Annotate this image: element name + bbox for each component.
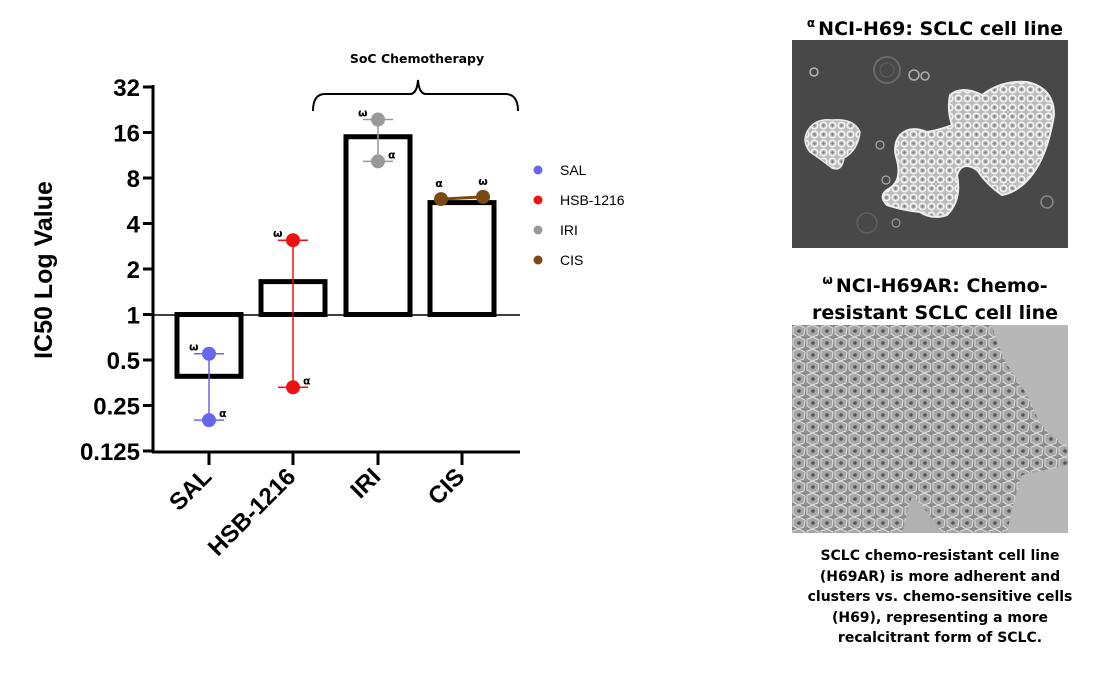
- y-tick-label: 0.25: [93, 394, 140, 421]
- y-tick-label: 1: [127, 303, 140, 330]
- x-tick-label: SAL: [164, 463, 217, 516]
- omega-label: ω: [189, 341, 199, 354]
- y-tick-label: 8: [127, 166, 140, 193]
- legend: SAL HSB-1216 IRI CIS: [533, 162, 625, 268]
- alpha-point: [286, 380, 300, 395]
- x-tick-label: HSB-1216: [203, 463, 301, 561]
- caption-line: (H69), representing a more: [831, 609, 1049, 626]
- legend-label: SAL: [560, 162, 587, 178]
- caption-line: SCLC chemo-resistant cell line: [820, 548, 1060, 564]
- y-tick-label: 0.5: [107, 348, 140, 375]
- bars: [174, 134, 497, 379]
- h69-cell-image: [792, 40, 1068, 248]
- omega-point: [371, 112, 385, 127]
- h69-title: α NCI-H69: SCLC cell line: [790, 10, 1080, 43]
- alpha-label: α: [435, 177, 443, 190]
- soc-bracket: [312, 79, 519, 112]
- legend-marker: [533, 195, 543, 205]
- omega-point: [202, 346, 216, 361]
- y-tick-label: 32: [113, 75, 140, 102]
- x-tick-label: CIS: [423, 463, 470, 510]
- y-tick-label: 4: [127, 212, 141, 239]
- legend-label: HSB-1216: [560, 192, 625, 208]
- alpha-label: α: [303, 374, 311, 387]
- h69-micrograph: [792, 40, 1068, 248]
- alpha-mark: α: [806, 16, 816, 30]
- alpha-point: [371, 154, 385, 169]
- y-tick-label: 16: [113, 121, 140, 148]
- omega-label: ω: [273, 227, 283, 240]
- caption-line: recalcitrant form of SCLC.: [837, 630, 1043, 646]
- legend-marker: [533, 255, 543, 265]
- caption-line: (H69AR) is more adherent and: [819, 568, 1061, 585]
- omega-point: [476, 189, 490, 204]
- alpha-label: α: [388, 148, 396, 161]
- omega-label: ω: [358, 107, 368, 120]
- x-tick-label: IRI: [345, 463, 386, 504]
- h69ar-micrograph: [792, 325, 1068, 533]
- omega-point: [286, 233, 300, 248]
- caption-line: clusters vs. chemo-sensitive cells: [807, 589, 1073, 605]
- h69ar-title: ω NCI-H69AR: Chemo-resistant SCLC cell li…: [790, 267, 1080, 327]
- h69-title-text: NCI-H69: SCLC cell line: [818, 18, 1064, 40]
- h69ar-title-line2: resistant SCLC cell line: [811, 302, 1059, 324]
- y-axis-label: IC50 Log Value: [30, 181, 58, 359]
- h69ar-cell-image: [792, 325, 1068, 533]
- caption: SCLC chemo-resistant cell line (H69AR) i…: [785, 546, 1095, 649]
- connector-line: [440, 195, 484, 201]
- legend-label: CIS: [560, 252, 583, 268]
- data-points: α ω α ω α ω α ω: [189, 107, 490, 428]
- alpha-point: [434, 192, 448, 207]
- legend-marker: [533, 165, 543, 175]
- legend-label: IRI: [560, 222, 578, 238]
- bracket-label: SoC Chemotherapy: [350, 51, 484, 66]
- y-tick-label: 2: [127, 257, 140, 284]
- y-axis-ticks: 0.125 0.25 0.5 1 2 4 8 16 32: [80, 75, 153, 466]
- alpha-point: [202, 413, 216, 428]
- legend-marker: [533, 225, 543, 235]
- y-tick-label: 0.125: [80, 439, 140, 466]
- alpha-label: α: [219, 407, 227, 420]
- omega-mark: ω: [822, 273, 833, 287]
- omega-label: ω: [478, 175, 488, 188]
- h69ar-title-line1: NCI-H69AR: Chemo-: [835, 275, 1048, 297]
- bar-cis: [427, 200, 497, 317]
